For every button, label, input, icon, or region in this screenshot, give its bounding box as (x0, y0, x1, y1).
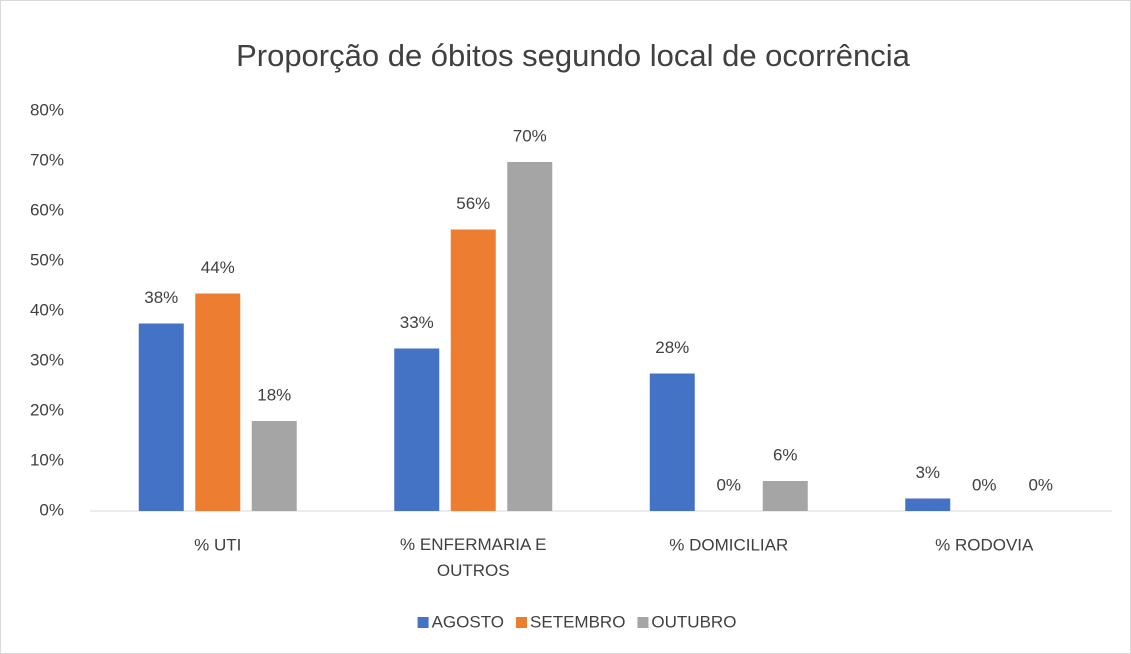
legend-swatch (516, 617, 528, 628)
y-tick-label: 0% (39, 500, 64, 519)
y-tick-label: 20% (30, 400, 64, 419)
bar (251, 421, 297, 511)
x-tick-label: % ENFERMARIA E OUTROS (400, 535, 546, 580)
bar (138, 323, 184, 511)
y-tick-label: 70% (30, 150, 64, 169)
legend-item: SETEMBRO (516, 612, 625, 631)
data-label: 44% (201, 258, 235, 277)
data-label: 0% (716, 475, 741, 494)
bar (507, 162, 553, 511)
data-label: 6% (773, 445, 798, 464)
y-tick-label: 10% (30, 450, 64, 469)
data-label: 70% (513, 126, 547, 145)
x-tick-label: % UTI (194, 535, 241, 554)
legend-label: SETEMBRO (530, 612, 625, 631)
legend-label: OUTUBRO (651, 612, 736, 631)
data-label: 38% (144, 288, 178, 307)
y-tick-label: 80% (30, 100, 64, 119)
data-label: 0% (972, 475, 997, 494)
y-tick-label: 40% (30, 300, 64, 319)
data-label: 33% (400, 313, 434, 332)
x-tick-label: % RODOVIA (935, 535, 1034, 554)
bar (450, 229, 496, 511)
legend-label: AGOSTO (432, 612, 504, 631)
x-tick-label: % DOMICILIAR (669, 535, 788, 554)
legend-swatch (637, 617, 649, 628)
bar (649, 373, 695, 511)
bar (195, 293, 241, 511)
y-tick-label: 50% (30, 250, 64, 269)
chart-title: Proporção de óbitos segundo local de oco… (236, 38, 911, 73)
data-label: 18% (257, 385, 291, 404)
data-label: 56% (456, 194, 490, 213)
data-label: 3% (915, 463, 940, 482)
bar (394, 348, 440, 511)
y-tick-label: 30% (30, 350, 64, 369)
data-label: 28% (655, 338, 689, 357)
y-tick-label: 60% (30, 200, 64, 219)
data-label: 0% (1028, 475, 1053, 494)
legend-item: AGOSTO (417, 612, 504, 631)
bar (762, 481, 808, 511)
bar (905, 498, 951, 511)
legend-swatch (417, 617, 429, 628)
legend-item: OUTUBRO (637, 612, 736, 631)
